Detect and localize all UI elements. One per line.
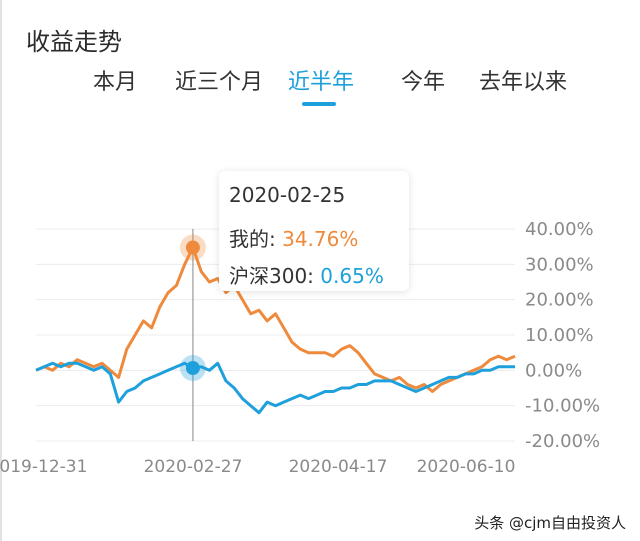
tab-since-last-year[interactable]: 去年以来	[479, 70, 568, 95]
x-tick-label: 2020-02-27	[144, 457, 243, 477]
series-line-mine	[35, 246, 516, 393]
tab-this-year[interactable]: 今年	[401, 70, 446, 95]
tooltip-mine-row: 我的: 34.76%	[229, 223, 358, 252]
tooltip-index-row: 沪深300: 0.65%	[229, 260, 384, 289]
tooltip-index-value: 0.65%	[320, 264, 384, 288]
tooltip-date: 2020-02-25	[229, 183, 346, 207]
y-tick-label: -20.00%	[525, 431, 600, 452]
highlight-point	[185, 240, 200, 255]
tooltip-mine-value: 34.76%	[282, 227, 359, 251]
series-line-index	[35, 361, 515, 415]
x-tick-label: 2019-12-31	[0, 457, 87, 477]
chart-tooltip: 2020-02-25 我的: 34.76% 沪深300: 0.65%	[219, 171, 409, 291]
tooltip-mine-label: 我的:	[229, 227, 283, 251]
tab-this-month[interactable]: 本月	[93, 70, 138, 95]
active-tab-indicator	[302, 102, 336, 106]
y-tick-label: 30.00%	[525, 254, 594, 275]
tooltip-index-label: 沪深300:	[229, 264, 321, 288]
watermark: 头条 @cjm自由投资人	[474, 514, 626, 532]
tab-half-year[interactable]: 近半年	[288, 70, 355, 95]
y-tick-label: -10.00%	[525, 396, 600, 417]
x-tick-label: 2020-06-10	[417, 457, 516, 477]
x-tick-label: 2020-04-17	[289, 457, 388, 477]
y-tick-label: 0.00%	[525, 360, 582, 381]
page-title: 收益走势	[26, 28, 122, 56]
highlight-point	[185, 361, 200, 376]
period-tabs: 本月 近三个月 近半年 今年 去年以来	[0, 64, 640, 114]
y-tick-label: 20.00%	[525, 290, 594, 311]
tab-three-months[interactable]: 近三个月	[175, 70, 264, 95]
y-tick-label: 10.00%	[525, 325, 594, 346]
y-tick-label: 40.00%	[525, 219, 594, 240]
left-border	[0, 0, 2, 541]
